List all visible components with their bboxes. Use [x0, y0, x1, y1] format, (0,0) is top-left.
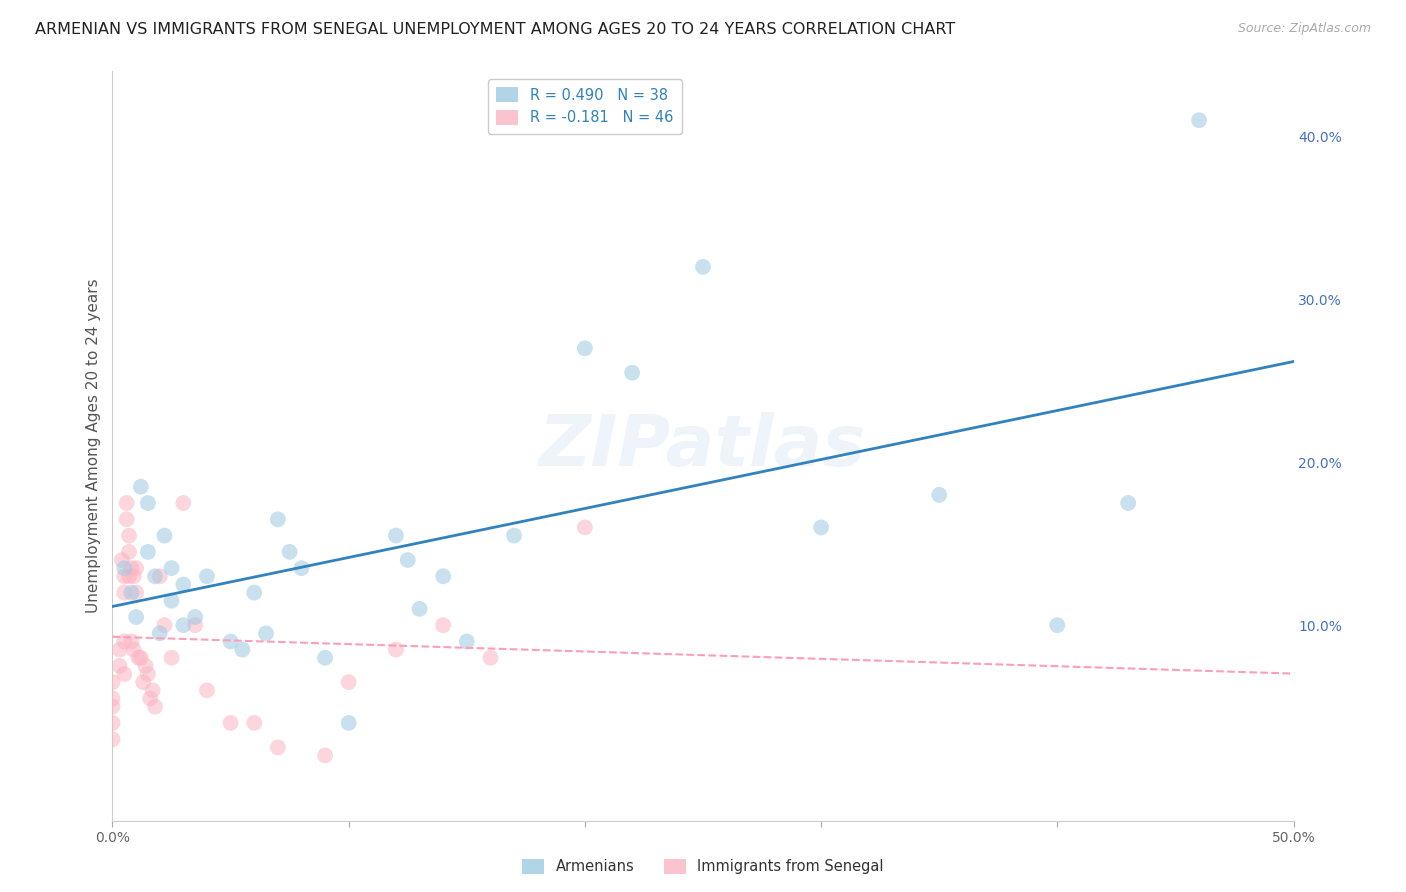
- Point: [101, 715, 124, 730]
- Point: [112, 561, 135, 575]
- Point: [254, 626, 277, 640]
- Point: [314, 650, 336, 665]
- Point: [337, 675, 360, 690]
- Point: [160, 561, 183, 575]
- Point: [456, 634, 478, 648]
- Text: ZIPatlas: ZIPatlas: [540, 411, 866, 481]
- Point: [219, 715, 242, 730]
- Point: [810, 520, 832, 534]
- Point: [278, 545, 301, 559]
- Point: [136, 496, 159, 510]
- Point: [1116, 496, 1139, 510]
- Point: [337, 715, 360, 730]
- Point: [385, 642, 408, 657]
- Point: [149, 626, 172, 640]
- Point: [101, 732, 124, 747]
- Point: [136, 545, 159, 559]
- Point: [267, 740, 290, 755]
- Point: [160, 593, 183, 607]
- Point: [231, 642, 253, 657]
- Point: [184, 618, 207, 632]
- Point: [122, 642, 145, 657]
- Point: [219, 634, 242, 648]
- Point: [112, 634, 135, 648]
- Point: [385, 528, 408, 542]
- Point: [108, 642, 131, 657]
- Point: [243, 585, 266, 599]
- Point: [125, 561, 148, 575]
- Point: [172, 496, 194, 510]
- Point: [195, 569, 218, 583]
- Point: [574, 520, 596, 534]
- Point: [243, 715, 266, 730]
- Point: [432, 618, 454, 632]
- Point: [314, 748, 336, 763]
- Point: [111, 553, 134, 567]
- Point: [479, 650, 502, 665]
- Point: [172, 618, 194, 632]
- Point: [120, 634, 142, 648]
- Point: [135, 659, 157, 673]
- Point: [129, 480, 152, 494]
- Point: [432, 569, 454, 583]
- Point: [101, 699, 124, 714]
- Point: [125, 585, 148, 599]
- Point: [149, 569, 172, 583]
- Point: [108, 659, 131, 673]
- Point: [1188, 113, 1211, 128]
- Point: [115, 496, 138, 510]
- Point: [396, 553, 419, 567]
- Point: [112, 569, 135, 583]
- Point: [101, 675, 124, 690]
- Legend: Armenians, Immigrants from Senegal: Armenians, Immigrants from Senegal: [516, 853, 890, 880]
- Point: [118, 528, 141, 542]
- Point: [408, 602, 430, 616]
- Point: [267, 512, 290, 526]
- Point: [184, 610, 207, 624]
- Text: Source: ZipAtlas.com: Source: ZipAtlas.com: [1237, 22, 1371, 36]
- Point: [153, 528, 176, 542]
- Point: [125, 610, 148, 624]
- Legend: R = 0.490   N = 38, R = -0.181   N = 46: R = 0.490 N = 38, R = -0.181 N = 46: [488, 78, 682, 134]
- Point: [118, 545, 141, 559]
- Point: [118, 569, 141, 583]
- Point: [136, 667, 159, 681]
- Point: [101, 691, 124, 706]
- Point: [139, 691, 162, 706]
- Point: [503, 528, 526, 542]
- Point: [122, 569, 145, 583]
- Point: [621, 366, 644, 380]
- Point: [195, 683, 218, 698]
- Point: [132, 675, 155, 690]
- Point: [574, 341, 596, 355]
- Point: [120, 561, 142, 575]
- Point: [172, 577, 194, 591]
- Point: [115, 512, 138, 526]
- Point: [153, 618, 176, 632]
- Point: [120, 585, 142, 599]
- Point: [112, 585, 135, 599]
- Y-axis label: Unemployment Among Ages 20 to 24 years: Unemployment Among Ages 20 to 24 years: [86, 278, 101, 614]
- Point: [692, 260, 714, 274]
- Point: [143, 699, 166, 714]
- Point: [1046, 618, 1069, 632]
- Point: [928, 488, 950, 502]
- Point: [127, 650, 149, 665]
- Point: [290, 561, 312, 575]
- Point: [160, 650, 183, 665]
- Point: [143, 569, 166, 583]
- Point: [129, 650, 152, 665]
- Point: [142, 683, 165, 698]
- Text: ARMENIAN VS IMMIGRANTS FROM SENEGAL UNEMPLOYMENT AMONG AGES 20 TO 24 YEARS CORRE: ARMENIAN VS IMMIGRANTS FROM SENEGAL UNEM…: [35, 22, 956, 37]
- Point: [112, 667, 135, 681]
